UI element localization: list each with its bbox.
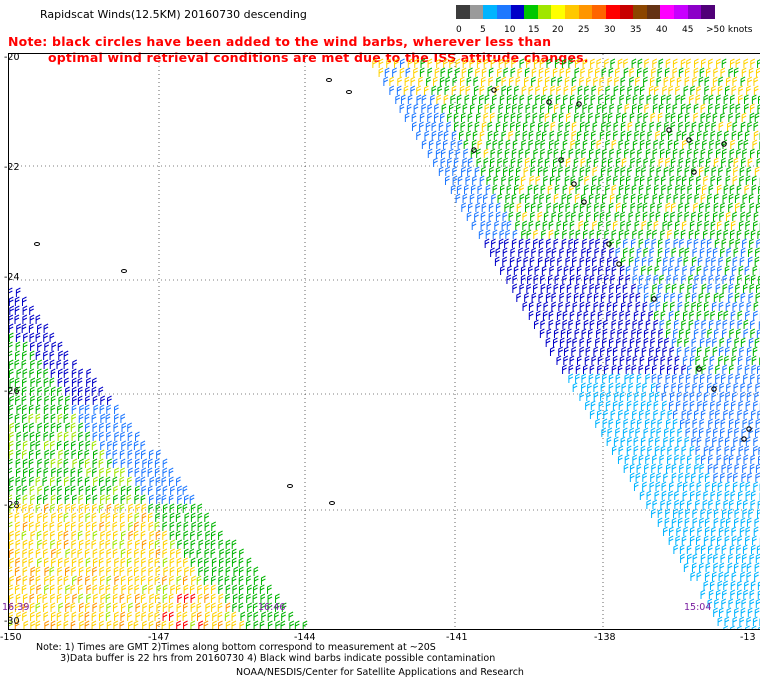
legend-color-swatch [483,5,497,19]
legend-color-swatch [551,5,565,19]
legend-color-swatch [592,5,606,19]
legend-label: 0 [456,25,462,35]
latitude-label: -22 [4,162,20,173]
legend-label: 15 [528,25,540,35]
footnote: Note: 1) Times are GMT 2)Times along bot… [36,642,495,664]
latitude-label: -28 [4,500,20,511]
legend-color-swatch [646,5,661,19]
pass-time-label: 16:39 [2,602,30,613]
legend-label: 25 [578,25,590,35]
legend-color-swatch [701,5,715,19]
island-outlines [34,78,352,505]
wind-map [8,53,760,630]
legend-label: 30 [604,25,616,35]
latitude-label: -24 [4,272,20,283]
legend-label: 40 [656,25,668,35]
legend-label: 5 [480,25,486,35]
pass-time-label: 15:04 [684,602,712,613]
legend-color-swatch [469,5,484,19]
footnote-line-1: Note: 1) Times are GMT 2)Times along bot… [36,642,436,653]
latitude-label: -30 [4,616,20,627]
legend-color-swatch [537,5,552,19]
legend-color-swatch [456,5,470,19]
wind-swath-west [9,287,308,629]
wind-barb-field [9,54,760,629]
wind-swath-east [372,58,760,629]
legend-label: 20 [552,25,564,35]
longitude-label: -150 [0,632,22,643]
legend-color-bar [456,5,715,19]
product-title: Rapidscat Winds(12.5KM) 20160730 descend… [40,8,307,21]
legend-color-swatch [510,5,525,19]
longitude-label: -141 [446,632,468,643]
legend-color-swatch [565,5,579,19]
legend-color-swatch [496,5,511,19]
pass-time-label: 16:46 [258,602,286,613]
lat-lon-grid [9,54,760,629]
legend-color-swatch [524,5,538,19]
legend-color-swatch [578,5,593,19]
legend-color-swatch [674,5,688,19]
legend-label: 10 [504,25,516,35]
longitude-label: -138 [594,632,616,643]
legend-color-swatch [660,5,674,19]
note-line-1: Note: black circles have been added to t… [8,34,552,49]
legend-label: >50 knots [706,25,753,35]
contamination-markers [471,87,752,442]
footnote-line-2: 3)Data buffer is 22 hrs from 20160730 4)… [36,653,496,664]
latitude-label: -20 [4,52,20,63]
legend-color-swatch [605,5,620,19]
longitude-label: -144 [294,632,316,643]
credit-line: NOAA/NESDIS/Center for Satellite Applica… [236,667,524,678]
legend-color-swatch [687,5,702,19]
latitude-label: -26 [4,386,20,397]
legend-color-swatch [633,5,647,19]
legend-label: 35 [630,25,642,35]
longitude-label: -147 [148,632,170,643]
longitude-label: -13 [740,632,756,643]
legend-color-swatch [619,5,634,19]
legend-label: 45 [682,25,694,35]
